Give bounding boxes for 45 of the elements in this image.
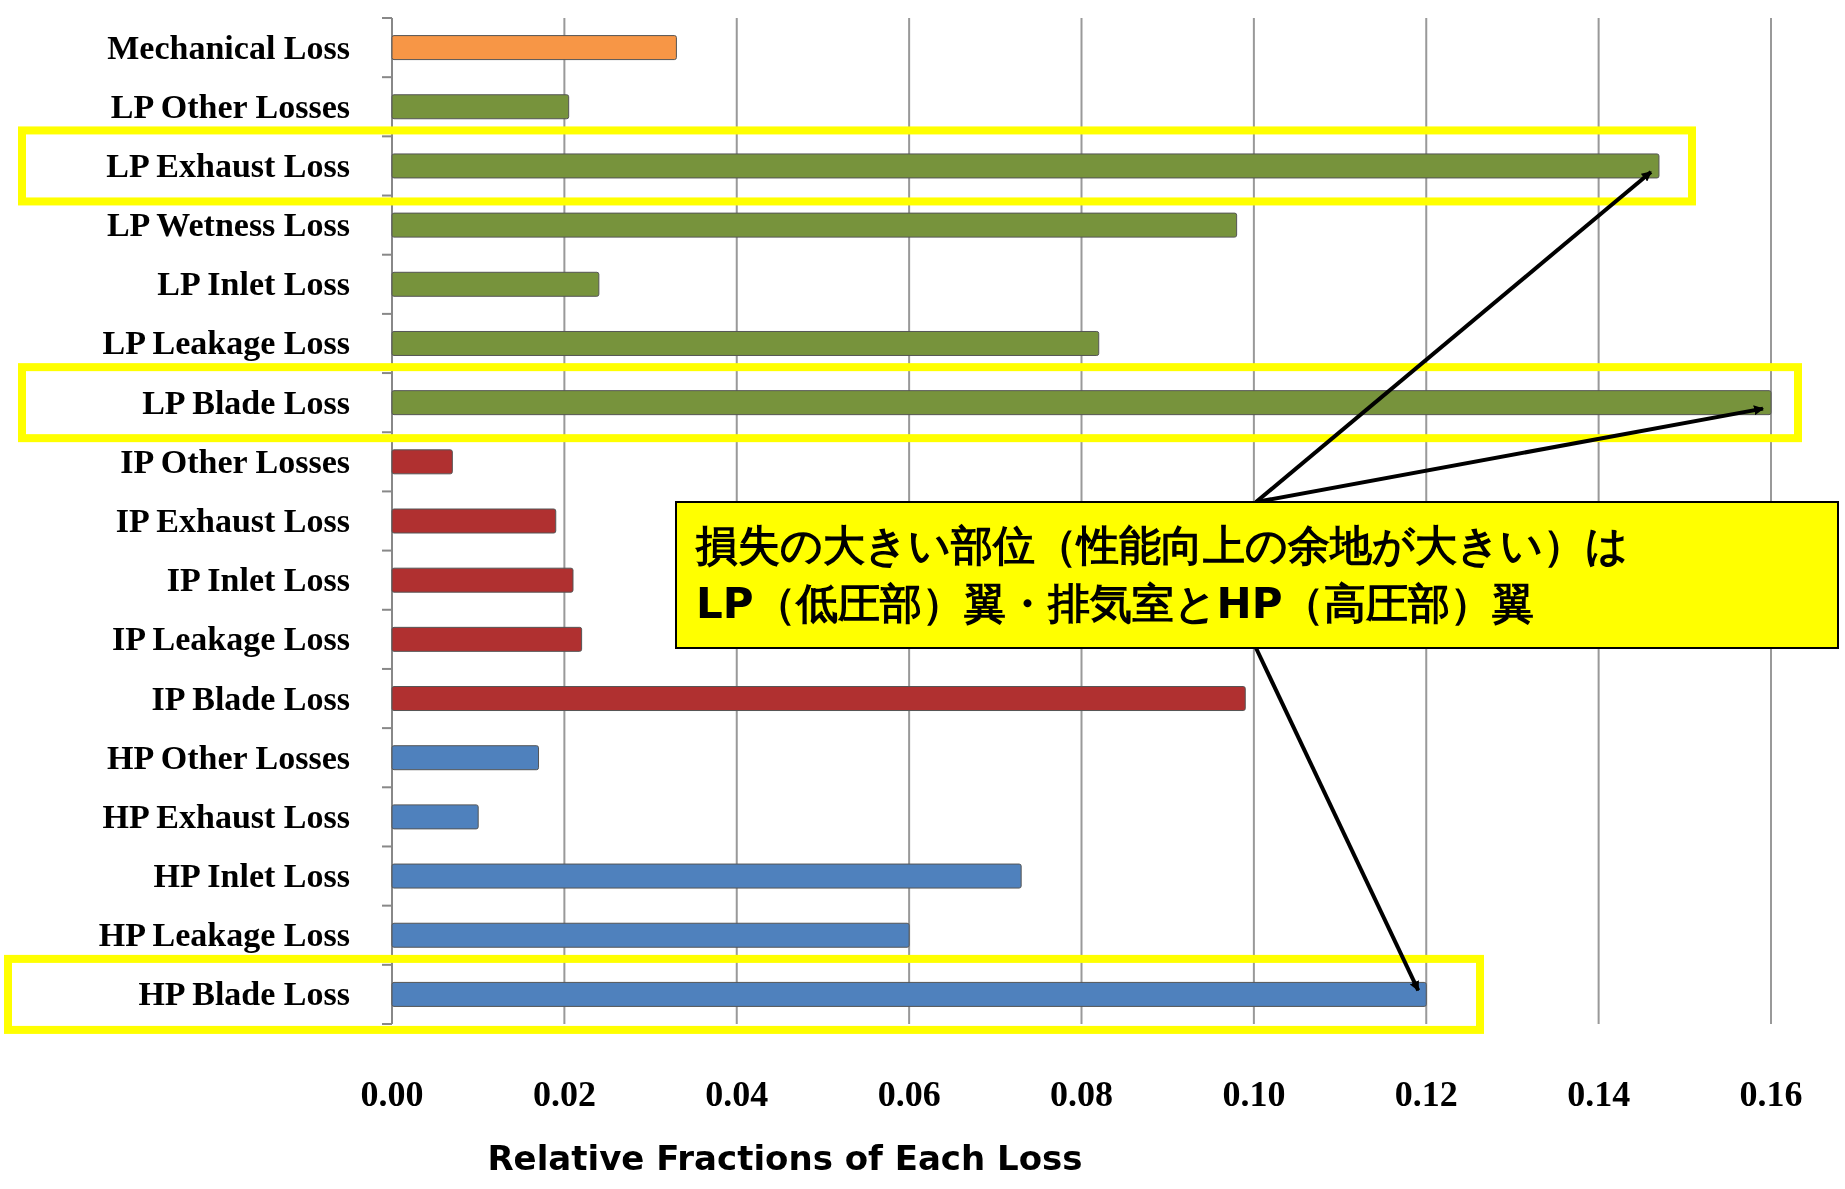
y-tick-label: LP Exhaust Loss [106, 146, 350, 184]
bar [391, 567, 574, 593]
y-tick-label: HP Leakage Loss [98, 916, 350, 954]
y-tick-label: HP Other Losses [106, 738, 350, 776]
bar [391, 508, 557, 534]
x-tick-label: 0.12 [1394, 1074, 1458, 1114]
bar [391, 686, 1246, 712]
bar [391, 981, 1427, 1007]
x-tick-label: 0.16 [1739, 1074, 1803, 1114]
annotation: 損失の大きい部位（性能向上の余地が大きい）は LP（低圧部）翼・排気室とHP（高圧部）翼 [694, 521, 1628, 628]
y-tick-label: LP Blade Loss [142, 383, 350, 421]
bar [391, 94, 570, 120]
y-tick-label: LP Wetness Loss [106, 206, 350, 244]
x-tick-label: 0.02 [532, 1074, 596, 1114]
bar [391, 330, 1100, 356]
bar [391, 804, 479, 830]
y-tick-label: LP Leakage Loss [102, 324, 350, 362]
y-tick-label: IP Leakage Loss [111, 620, 350, 658]
y-tick-label: HP Inlet Loss [153, 857, 350, 895]
y-tick-label: IP Inlet Loss [166, 561, 350, 599]
x-tick-label: 0.00 [360, 1074, 424, 1114]
callout-box: 損失の大きい部位（性能向上の余地が大きい）は LP（低圧部）翼・排気室とHP（高圧部）翼 [675, 501, 1839, 649]
x-tick-label: 0.08 [1050, 1074, 1113, 1114]
bar [391, 212, 1238, 238]
y-tick-label: HP Blade Loss [138, 975, 350, 1013]
bar [391, 745, 540, 771]
bar [391, 153, 1660, 179]
x-axis-title: Relative Fractions of Each Loss [487, 1138, 1083, 1178]
x-tick-label: 0.04 [705, 1074, 769, 1114]
y-tick-label: IP Other Losses [120, 442, 350, 480]
bar [391, 922, 910, 948]
x-tick-label: 0.06 [877, 1074, 941, 1114]
bar [391, 35, 677, 61]
y-tick-label: Mechanical Loss [107, 28, 350, 66]
y-tick-label: HP Exhaust Loss [102, 797, 350, 835]
y-tick-label: LP Inlet Loss [157, 265, 350, 303]
x-tick-label: 0.14 [1567, 1074, 1631, 1114]
y-tick-label: IP Blade Loss [151, 679, 350, 717]
x-tick-label: 0.10 [1222, 1074, 1286, 1114]
y-tick-label: LP Other Losses [110, 87, 350, 125]
bar [391, 863, 1022, 889]
bar [391, 626, 583, 652]
bar [391, 449, 453, 475]
y-tick-label: IP Exhaust Loss [115, 502, 350, 539]
bar [391, 271, 600, 297]
